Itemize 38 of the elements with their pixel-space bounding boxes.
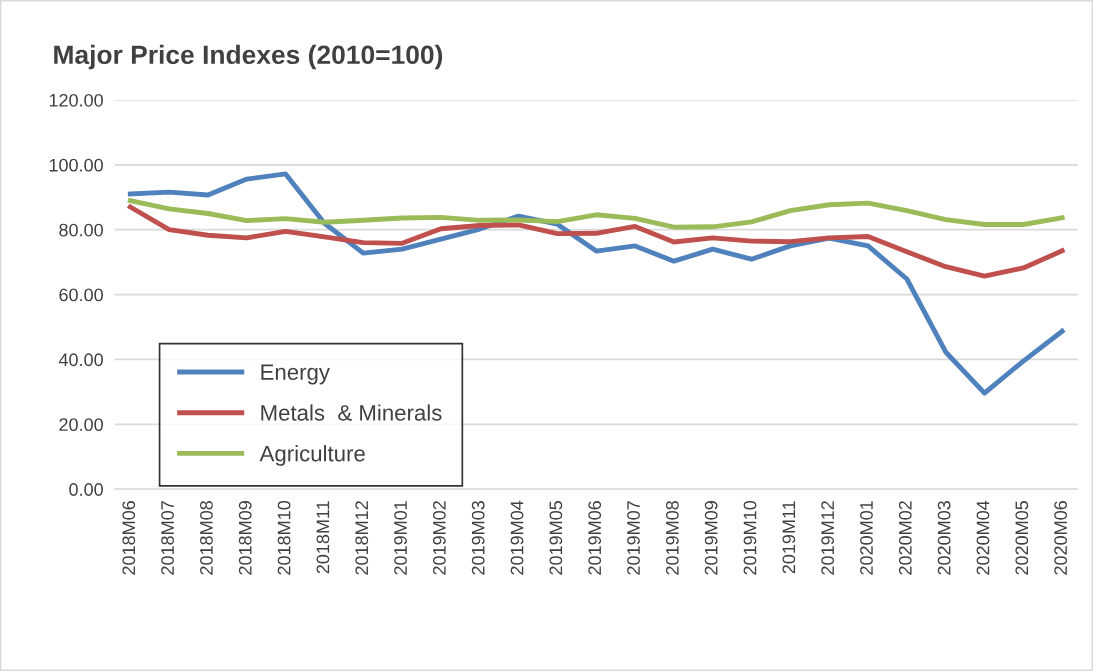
x-tick-label: 2019M08: [665, 501, 679, 575]
x-tick-label: 2019M03: [471, 501, 485, 575]
x-tick-label: 2019M12: [821, 501, 835, 575]
x-tick-label: 2019M10: [743, 500, 757, 575]
legend-label: Agriculture: [259, 445, 365, 466]
x-tick-label: 2018M10: [277, 500, 291, 575]
x-tick-label: 2018M06: [122, 501, 136, 575]
chart-title: Major Price Indexes (2010=100): [54, 44, 443, 70]
x-tick-label: 2019M02: [432, 501, 446, 575]
x-tick-label: 2020M06: [1054, 501, 1068, 575]
line-series: [127, 198, 1065, 230]
x-tick-label: 2020M01: [860, 501, 873, 575]
y-tick-label: 20.00: [59, 418, 103, 432]
x-tick-label: 2018M08: [200, 501, 213, 575]
x-tick-label: 2020M03: [937, 501, 951, 575]
x-tick-label: 2019M11: [782, 501, 796, 574]
x-tick-label: 2019M01: [394, 501, 407, 575]
y-tick-label: 80.00: [59, 223, 103, 237]
x-tick-label: 2019M06: [588, 501, 602, 575]
y-tick-label: 0.00: [69, 483, 103, 496]
x-tick-label: 2018M12: [355, 501, 369, 575]
y-tick-label: 60.00: [59, 288, 103, 302]
x-tick-label: 2020M02: [898, 501, 912, 575]
y-tick-label: 120.00: [49, 93, 103, 107]
x-tick-label: 2020M05: [1015, 501, 1029, 575]
x-tick-label: 2019M09: [704, 501, 718, 575]
legend-label: Metals & Minerals: [261, 404, 442, 421]
x-tick-label: 2018M11: [316, 501, 330, 574]
x-tick-label: 2019M05: [549, 501, 563, 575]
x-tick-label: 2020M04: [976, 500, 990, 575]
y-tick-label: 40.00: [58, 353, 103, 367]
x-tick-label: 2019M07: [627, 501, 640, 575]
x-tick-label: 2019M04: [510, 500, 524, 575]
x-tick-label: 2018M07: [161, 501, 174, 575]
y-tick-label: 100.00: [49, 158, 103, 172]
line-series: [127, 204, 1065, 279]
x-tick-label: 2018M09: [238, 501, 252, 575]
legend-label: Energy: [261, 364, 330, 385]
